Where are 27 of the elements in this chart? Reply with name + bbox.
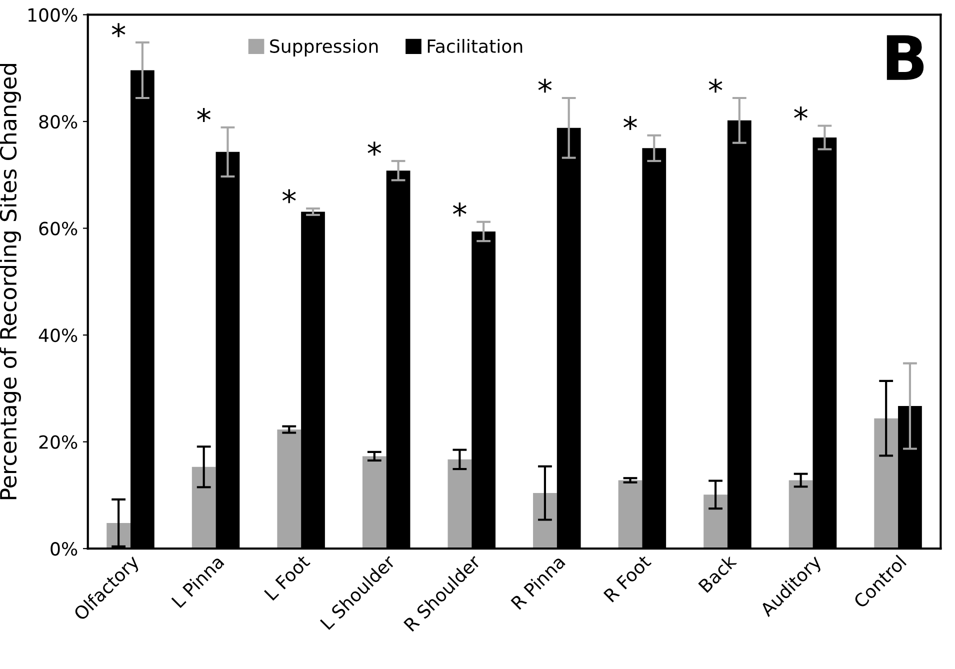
y-tick-label: 100% (28, 8, 78, 22)
annotation: * (368, 142, 382, 156)
bar (533, 493, 557, 549)
bar (874, 418, 898, 549)
y-tick-label: 40% (38, 328, 78, 342)
bar (192, 466, 216, 549)
bar (704, 494, 728, 549)
annotation: * (708, 78, 722, 93)
annotation: * (794, 106, 808, 120)
legend-label: Suppression (270, 38, 378, 56)
annotation: * (197, 108, 211, 122)
bar (362, 456, 386, 549)
bar (277, 430, 302, 549)
bar (618, 480, 642, 549)
legend-label: Facilitation (428, 38, 522, 53)
bar (788, 480, 813, 549)
bar (448, 459, 472, 549)
y-tick-label: 20% (39, 435, 78, 449)
annotation: * (452, 202, 466, 216)
y-tick-label: 0% (50, 542, 78, 556)
annotation: * (624, 116, 637, 130)
annotation: * (282, 189, 296, 204)
y-tick-label: 60% (39, 222, 78, 236)
annotation: * (538, 78, 552, 93)
annotation: B (886, 35, 924, 80)
annotation: * (112, 23, 126, 38)
y-tick-label: 80% (39, 114, 78, 129)
